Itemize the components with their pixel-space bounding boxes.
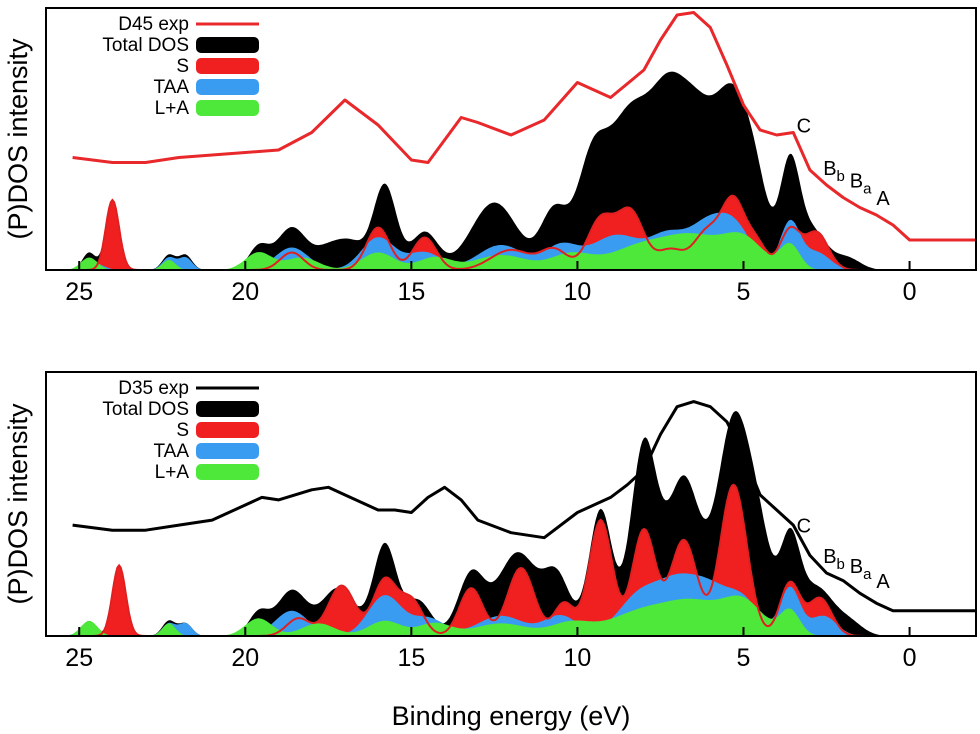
bottom-legend-label: D35 exp [118, 378, 189, 399]
top-x-tick-label: 0 [903, 278, 917, 306]
bottom-peak-annotation: Ba [850, 556, 872, 583]
top-x-tick-label: 10 [564, 278, 592, 306]
top-legend-label: Total DOS [102, 35, 189, 56]
bottom-legend-swatch [196, 422, 259, 438]
top-x-tick-label: 5 [737, 278, 751, 306]
top-x-tick-label: 25 [65, 278, 93, 306]
top-experimental-curve [72, 11, 976, 242]
top-plot-frame [45, 7, 977, 271]
top-peak-annotation: Bb [823, 158, 845, 185]
top-peak-annotation: C [797, 116, 811, 138]
bottom-x-tick-label: 10 [564, 644, 592, 672]
top-legend-label: TAA [153, 77, 189, 98]
top-y-axis-label: (P)DOS intensity [3, 38, 33, 240]
top-peak-annotation: A [876, 188, 890, 210]
top-legend-label: L+A [155, 98, 190, 119]
bottom-x-tick-label: 0 [903, 644, 917, 672]
bottom-x-tick-label: 5 [737, 644, 751, 672]
bottom-y-axis-label: (P)DOS intensity [3, 403, 33, 605]
bottom-legend-swatch [196, 443, 259, 459]
bottom-legend-swatch [196, 464, 259, 480]
bottom-legend-swatch [196, 401, 259, 417]
bottom-peak-annotation: Bb [823, 546, 845, 573]
top-peak-annotation: Ba [850, 171, 872, 198]
top-x-tick-label: 15 [397, 278, 425, 306]
bottom-x-tick-label: 25 [65, 644, 93, 672]
bottom-peak-annotation: C [797, 516, 811, 538]
x-axis-label: Binding energy (eV) [392, 701, 631, 731]
bottom-legend-label: L+A [155, 462, 190, 483]
bottom-plot-area [46, 400, 976, 636]
top-x-tick-label: 20 [231, 278, 259, 306]
bottom-legend-label: S [176, 420, 189, 441]
bottom-x-tick-label: 20 [231, 644, 259, 672]
top-legend-swatch [196, 79, 259, 95]
top-s-outline [46, 194, 975, 270]
top-plot-area [46, 11, 976, 270]
bottom-experimental-curve [72, 400, 976, 613]
bottom-peak-annotation: A [876, 571, 890, 593]
top-legend-label: S [176, 56, 189, 77]
top-legend-swatch [196, 100, 259, 116]
bottom-legend-label: Total DOS [102, 399, 189, 420]
bottom-plot-frame [45, 371, 977, 637]
bottom-x-tick-label: 15 [397, 644, 425, 672]
bottom-s-outline [46, 483, 975, 636]
top-legend-swatch [196, 58, 259, 74]
bottom-l-a-area [46, 595, 976, 636]
top-legend-swatch [196, 37, 259, 53]
bottom-legend-label: TAA [153, 441, 189, 462]
top-legend-label: D45 exp [118, 14, 189, 35]
